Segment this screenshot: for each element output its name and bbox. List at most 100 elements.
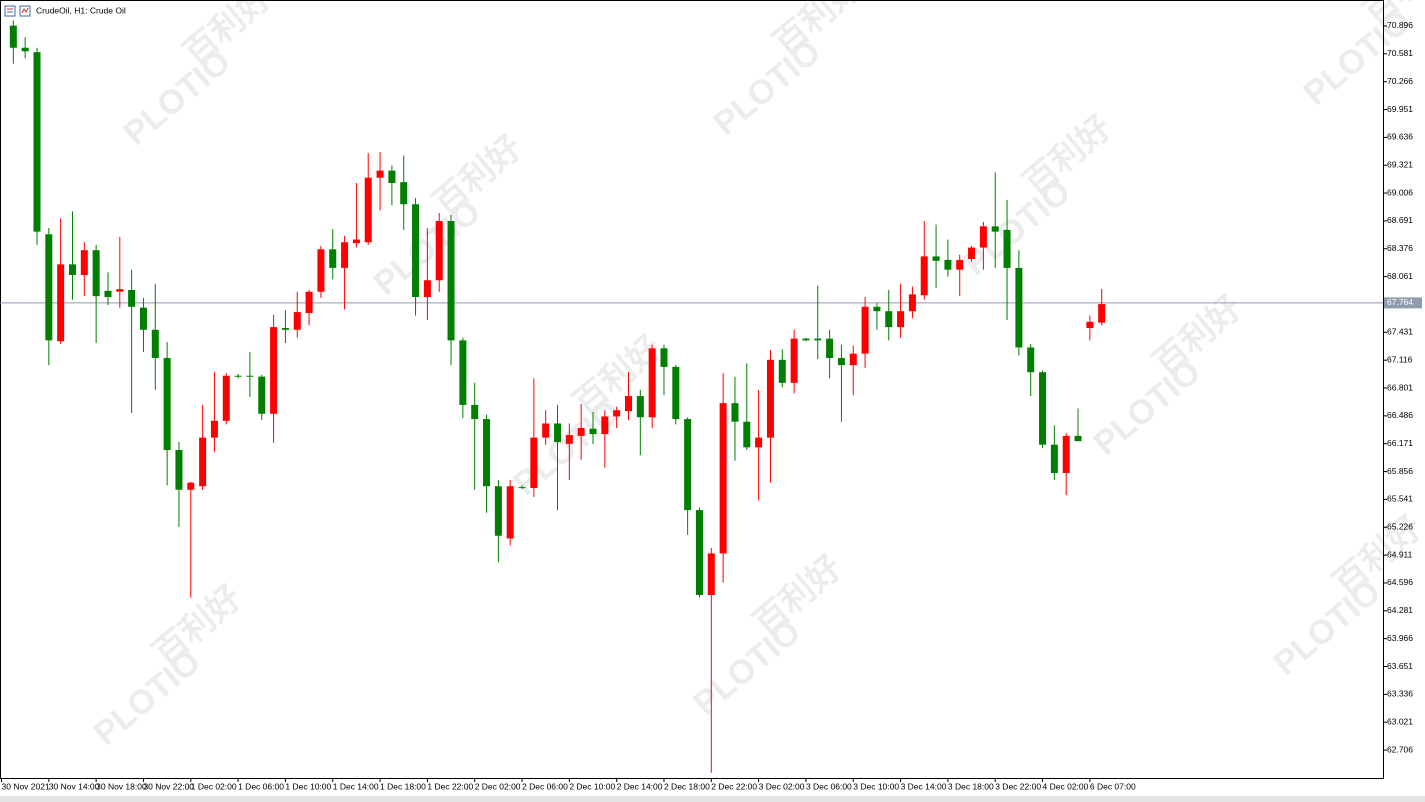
- candle-body: [128, 289, 136, 307]
- y-tick-label: 70.581: [1387, 48, 1413, 58]
- candle-body: [187, 482, 195, 490]
- candle-body: [364, 177, 372, 243]
- candle-body: [341, 242, 349, 268]
- title-icon: [4, 5, 31, 17]
- candle-body: [731, 403, 739, 422]
- candle-body: [684, 419, 692, 511]
- candle-body: [660, 348, 668, 367]
- candle-body: [234, 375, 242, 377]
- candle-body: [577, 427, 585, 436]
- icon-line: [21, 7, 29, 14]
- candle-body: [447, 221, 455, 341]
- candle-body: [471, 404, 479, 420]
- candle-body: [506, 486, 514, 539]
- y-tick-label: 65.856: [1387, 466, 1413, 476]
- candle-body: [494, 486, 502, 536]
- candle-body: [826, 338, 834, 359]
- x-tick-label: 30 Nov 22:00: [143, 781, 194, 791]
- candle-body: [885, 311, 893, 328]
- y-tick-label: 68.376: [1387, 243, 1413, 253]
- chart-title: CrudeOil, H1: Crude Oil: [36, 5, 126, 15]
- x-tick-label: 1 Dec 02:00: [191, 781, 237, 791]
- y-tick-label: 69.636: [1387, 132, 1413, 142]
- candle-body: [897, 311, 905, 328]
- candle-body: [766, 359, 774, 438]
- candle-body: [139, 307, 147, 330]
- candle-body: [412, 204, 420, 298]
- candle-body: [554, 423, 562, 443]
- candle-body: [281, 327, 289, 330]
- candle-body: [530, 437, 538, 489]
- y-tick-label: 65.226: [1387, 522, 1413, 532]
- candle-body: [672, 366, 680, 420]
- candle-body: [1027, 347, 1035, 373]
- candle-body: [246, 375, 254, 377]
- candle-body: [151, 329, 159, 359]
- x-tick-label: 2 Dec 02:00: [475, 781, 521, 791]
- candle-body: [293, 312, 301, 330]
- x-tick-label: 1 Dec 10:00: [285, 781, 331, 791]
- candle-body: [518, 487, 526, 489]
- x-tick-label: 30 Nov 14:00: [49, 781, 100, 791]
- candle-body: [849, 353, 857, 366]
- candle-body: [920, 256, 928, 296]
- candle-body: [790, 338, 798, 383]
- y-tick-label: 63.966: [1387, 633, 1413, 643]
- y-tick-label: 64.596: [1387, 577, 1413, 587]
- candle-body: [695, 510, 703, 595]
- candle-body: [979, 226, 987, 248]
- candle-body: [1050, 444, 1058, 473]
- candle-body: [802, 338, 810, 341]
- x-tick-label: 1 Dec 22:00: [427, 781, 473, 791]
- candle-body: [873, 306, 881, 312]
- y-tick-label: 68.691: [1387, 215, 1413, 225]
- y-tick-label: 70.896: [1387, 20, 1413, 30]
- y-tick-label: 66.801: [1387, 382, 1413, 392]
- candle-body: [92, 250, 100, 297]
- x-tick-label: 2 Dec 22:00: [711, 781, 757, 791]
- candle-body: [908, 294, 916, 312]
- x-tick-label: 3 Dec 14:00: [901, 781, 947, 791]
- y-tick-label: 63.021: [1387, 716, 1413, 726]
- x-tick-label: 2 Dec 14:00: [617, 781, 663, 791]
- x-tick-label: 3 Dec 02:00: [759, 781, 805, 791]
- candle-body: [1086, 321, 1094, 328]
- candle-body: [565, 434, 573, 444]
- candle-body: [719, 403, 727, 554]
- candle-body: [707, 553, 715, 595]
- candle-body: [210, 420, 218, 438]
- candle-body: [222, 375, 230, 421]
- candle-body: [9, 25, 17, 48]
- candle-body: [814, 338, 822, 341]
- x-tick-label: 30 Nov 18:00: [96, 781, 147, 791]
- x-tick-label: 2 Dec 18:00: [664, 781, 710, 791]
- x-tick-label: 3 Dec 18:00: [948, 781, 994, 791]
- y-tick-label: 70.266: [1387, 76, 1413, 86]
- x-tick-label: 2 Dec 06:00: [522, 781, 568, 791]
- x-tick-label: 6 Dec 07:00: [1090, 781, 1136, 791]
- plot-frame: [0, 0, 1384, 779]
- candle-body: [483, 419, 491, 487]
- y-tick-label: 62.706: [1387, 744, 1413, 754]
- candle-body: [1098, 304, 1106, 323]
- candle-body: [743, 421, 751, 448]
- candle-body: [542, 423, 550, 438]
- candle-body: [270, 327, 278, 414]
- x-tick-label: 2 Dec 10:00: [569, 781, 615, 791]
- candle-body: [116, 289, 124, 292]
- candle-body: [199, 437, 207, 487]
- x-tick-label: 4 Dec 02:00: [1043, 781, 1089, 791]
- candle-body: [1015, 267, 1023, 348]
- candle-body: [991, 226, 999, 232]
- y-tick-label: 64.911: [1387, 549, 1413, 559]
- candle-body: [258, 376, 266, 414]
- y-tick-label: 66.171: [1387, 438, 1413, 448]
- candle-body: [861, 306, 869, 354]
- candle-body: [423, 280, 431, 298]
- y-tick-label: 69.951: [1387, 104, 1413, 114]
- candle-body: [352, 239, 360, 244]
- candle-body: [45, 234, 53, 341]
- candle-body: [601, 416, 609, 435]
